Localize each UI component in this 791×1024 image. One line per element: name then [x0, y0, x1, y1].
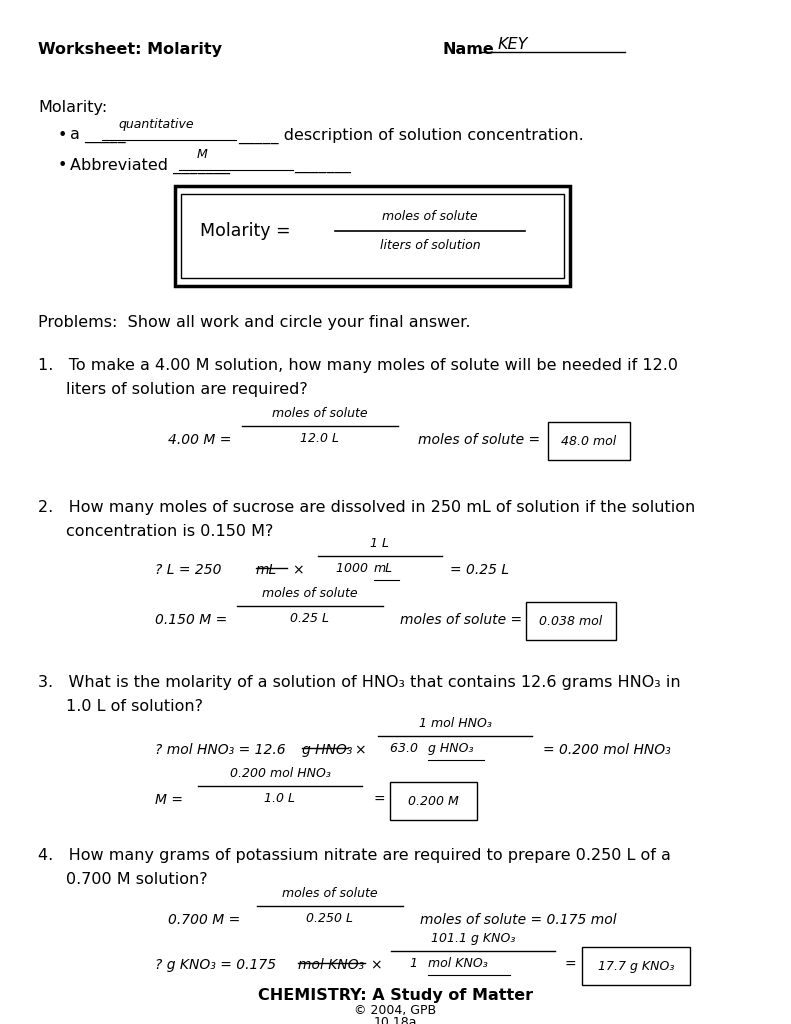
Text: g HNO₃: g HNO₃: [302, 743, 352, 757]
Text: 0.25 L: 0.25 L: [290, 611, 330, 625]
Text: = 0.25 L: = 0.25 L: [450, 563, 509, 577]
Text: ×: ×: [292, 563, 304, 577]
Text: 1 mol HNO₃: 1 mol HNO₃: [418, 717, 491, 729]
Text: quantitative: quantitative: [118, 118, 194, 131]
Text: 0.250 L: 0.250 L: [306, 911, 354, 925]
Text: mol KNO₃: mol KNO₃: [428, 956, 488, 970]
FancyBboxPatch shape: [175, 186, 570, 286]
Text: =: =: [374, 793, 386, 807]
FancyBboxPatch shape: [548, 422, 630, 461]
Text: © 2004, GPB: © 2004, GPB: [354, 1004, 437, 1017]
Text: liters of solution: liters of solution: [380, 239, 480, 252]
Text: 0.200 M: 0.200 M: [408, 795, 459, 808]
Text: ? mol HNO₃ = 12.6: ? mol HNO₃ = 12.6: [155, 743, 290, 757]
Text: ? g KNO₃ = 0.175: ? g KNO₃ = 0.175: [155, 958, 281, 972]
FancyBboxPatch shape: [390, 781, 477, 820]
Text: _______: _______: [294, 158, 351, 173]
Text: •: •: [58, 158, 67, 173]
Text: liters of solution are required?: liters of solution are required?: [66, 382, 308, 397]
Text: 4.00 M =: 4.00 M =: [168, 433, 232, 447]
Text: Abbreviated _______: Abbreviated _______: [70, 158, 230, 174]
Text: ? L = 250: ? L = 250: [155, 563, 226, 577]
Text: moles of solute =: moles of solute =: [418, 433, 544, 447]
Text: moles of solute: moles of solute: [262, 587, 358, 599]
Text: moles of solute = 0.175 mol: moles of solute = 0.175 mol: [420, 913, 617, 927]
Text: 0.038 mol: 0.038 mol: [539, 614, 603, 628]
Text: Worksheet: Molarity: Worksheet: Molarity: [38, 42, 222, 57]
Text: 1.0 L: 1.0 L: [264, 792, 296, 805]
Text: 10.18a: 10.18a: [374, 1016, 417, 1024]
Text: mL: mL: [256, 563, 278, 577]
FancyBboxPatch shape: [181, 194, 564, 279]
Text: 1: 1: [410, 956, 422, 970]
Text: g HNO₃: g HNO₃: [428, 741, 474, 755]
Text: a _____: a _____: [70, 128, 126, 143]
Text: = 0.200 mol HNO₃: = 0.200 mol HNO₃: [543, 743, 671, 757]
Text: 1000: 1000: [336, 562, 372, 574]
Text: moles of solute: moles of solute: [282, 887, 378, 899]
Text: 4.   How many grams of potassium nitrate are required to prepare 0.250 L of a: 4. How many grams of potassium nitrate a…: [38, 848, 671, 863]
Text: 3.   What is the molarity of a solution of HNO₃ that contains 12.6 grams HNO₃ in: 3. What is the molarity of a solution of…: [38, 675, 680, 690]
Text: 2.   How many moles of sucrose are dissolved in 250 mL of solution if the soluti: 2. How many moles of sucrose are dissolv…: [38, 500, 695, 515]
Text: mL: mL: [374, 562, 393, 574]
Text: _____ description of solution concentration.: _____ description of solution concentrat…: [238, 128, 584, 144]
Text: 1 L: 1 L: [370, 537, 389, 550]
Text: concentration is 0.150 M?: concentration is 0.150 M?: [66, 524, 274, 539]
Text: CHEMISTRY: A Study of Matter: CHEMISTRY: A Study of Matter: [258, 988, 533, 1002]
Text: ×: ×: [354, 743, 365, 757]
Text: 48.0 mol: 48.0 mol: [562, 434, 617, 447]
Text: moles of solute: moles of solute: [382, 210, 478, 222]
Text: moles of solute: moles of solute: [272, 407, 368, 420]
Text: 101.1 g KNO₃: 101.1 g KNO₃: [431, 932, 515, 944]
Text: Molarity =: Molarity =: [200, 222, 290, 240]
Text: Molarity:: Molarity:: [38, 100, 108, 115]
Text: 1.0 L of solution?: 1.0 L of solution?: [66, 699, 203, 714]
Text: 0.200 mol HNO₃: 0.200 mol HNO₃: [229, 767, 331, 779]
Text: 0.700 M solution?: 0.700 M solution?: [66, 872, 207, 887]
Text: Problems:  Show all work and circle your final answer.: Problems: Show all work and circle your …: [38, 315, 471, 330]
Text: M: M: [197, 148, 208, 161]
FancyBboxPatch shape: [526, 601, 616, 640]
Text: M =: M =: [155, 793, 183, 807]
Text: Name: Name: [442, 42, 494, 57]
Text: =: =: [565, 958, 577, 972]
Text: 0.700 M =: 0.700 M =: [168, 913, 240, 927]
FancyBboxPatch shape: [582, 946, 690, 985]
Text: 63.0: 63.0: [390, 741, 422, 755]
Text: 12.0 L: 12.0 L: [301, 432, 339, 444]
Text: ×: ×: [370, 958, 381, 972]
Text: 1.   To make a 4.00 M solution, how many moles of solute will be needed if 12.0: 1. To make a 4.00 M solution, how many m…: [38, 358, 678, 373]
Text: 0.150 M =: 0.150 M =: [155, 613, 227, 627]
Text: moles of solute =: moles of solute =: [400, 613, 527, 627]
Text: 17.7 g KNO₃: 17.7 g KNO₃: [598, 959, 674, 973]
Text: KEY: KEY: [498, 37, 528, 52]
Text: mol KNO₃: mol KNO₃: [298, 958, 364, 972]
Text: •: •: [58, 128, 67, 143]
